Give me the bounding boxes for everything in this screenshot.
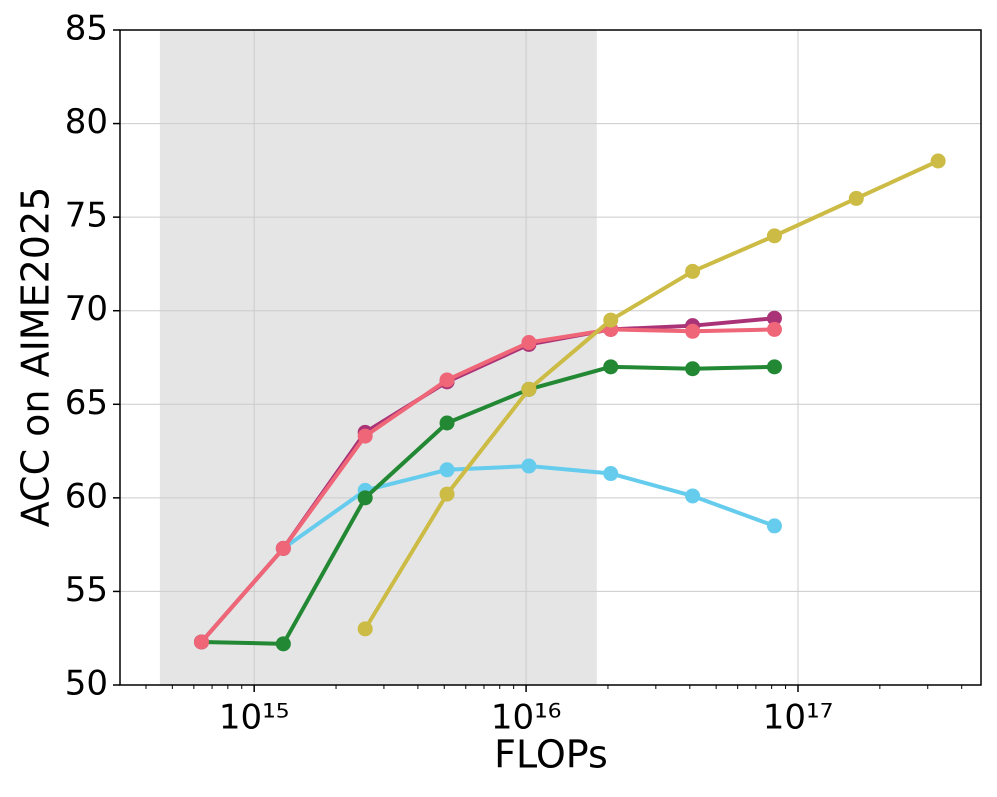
point <box>357 428 373 444</box>
point <box>603 312 619 328</box>
y-tick-label: 50 <box>65 664 108 704</box>
point <box>766 228 782 244</box>
point <box>439 415 455 431</box>
plot-frame <box>119 29 982 686</box>
point <box>766 310 782 326</box>
point <box>685 323 701 339</box>
point <box>685 488 701 504</box>
y-tick-label: 65 <box>65 383 108 423</box>
series-line <box>199 327 775 644</box>
x-tick-label: 10¹⁵ <box>219 698 290 738</box>
x-axis-label: FLOPs <box>494 733 608 777</box>
series-line <box>363 159 939 630</box>
y-tick-label: 80 <box>65 102 108 142</box>
y-tick-label: 55 <box>65 570 108 610</box>
point <box>766 359 782 375</box>
point <box>766 518 782 534</box>
point <box>603 359 619 375</box>
x-tick-label: 10¹⁷ <box>763 698 834 738</box>
series-line <box>201 364 775 646</box>
shaded-region <box>159 30 597 685</box>
point <box>685 361 701 377</box>
point <box>930 153 946 169</box>
point <box>357 490 373 506</box>
point <box>275 540 291 556</box>
point <box>521 458 537 474</box>
point <box>193 634 209 650</box>
point <box>685 263 701 279</box>
point <box>766 321 782 337</box>
point <box>848 190 864 206</box>
point <box>275 636 291 652</box>
point <box>603 466 619 482</box>
x-tick-label: 10¹⁶ <box>491 698 562 738</box>
point <box>357 621 373 637</box>
point <box>439 462 455 478</box>
point <box>439 486 455 502</box>
y-tick-label: 70 <box>65 289 108 329</box>
y-tick-label: 60 <box>65 476 108 516</box>
y-tick-label: 75 <box>65 196 108 236</box>
point <box>521 335 537 351</box>
point <box>521 381 537 397</box>
y-tick-label: 85 <box>65 9 108 49</box>
point <box>439 372 455 388</box>
y-axis-label: ACC on AIME2025 <box>14 187 58 528</box>
